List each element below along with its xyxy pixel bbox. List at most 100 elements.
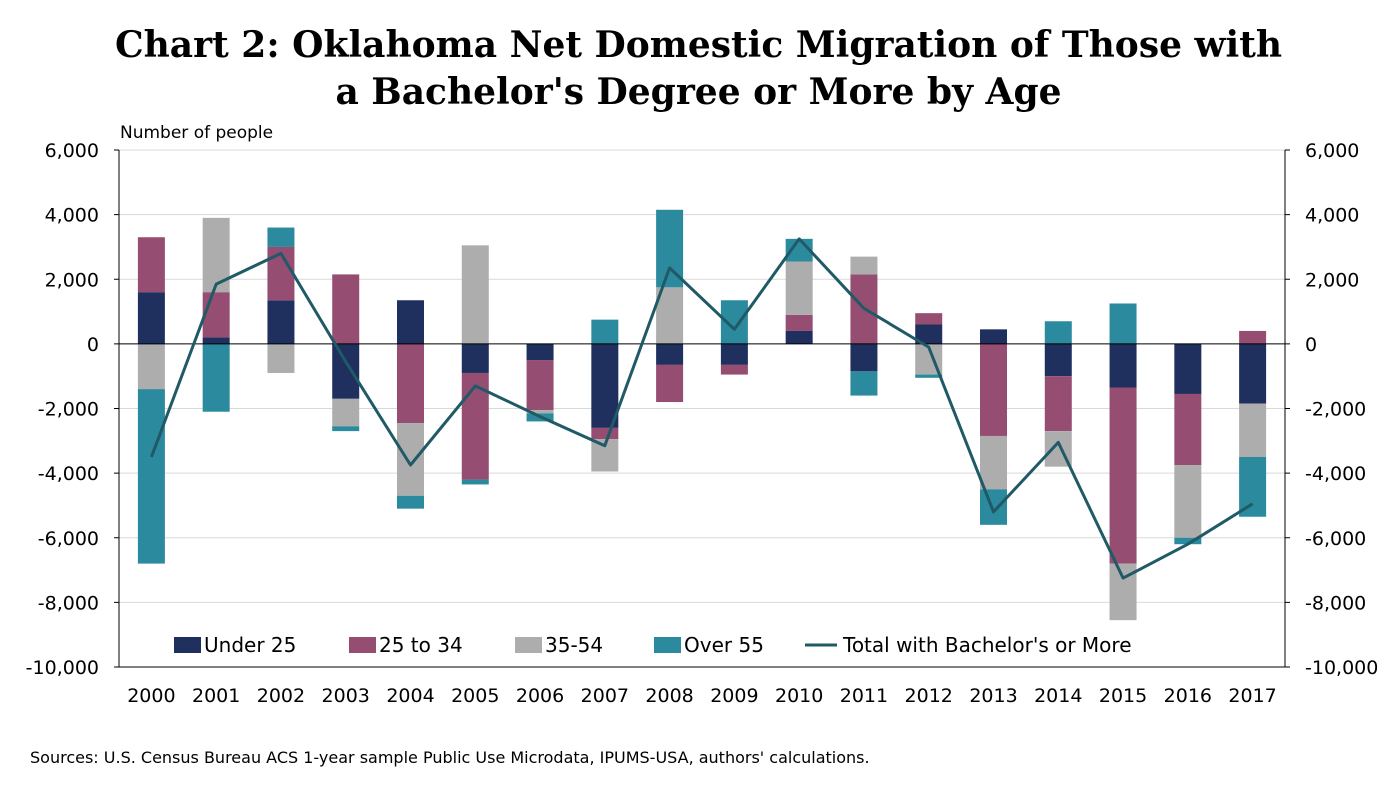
bar-age25to34-2017 xyxy=(1239,330,1267,344)
y-tick-label-left: 0 xyxy=(87,334,99,356)
x-tick-label: 2011 xyxy=(840,685,888,707)
y-tick-label-right: -2,000 xyxy=(1305,399,1366,421)
bar-under25-2007 xyxy=(591,343,619,428)
bar-under25-2016 xyxy=(1174,343,1202,394)
bar-age35to54-2006 xyxy=(526,410,554,414)
legend-swatch-age25to34 xyxy=(349,637,376,653)
legend: Under 25 25 to 34 35-54 Over 55 Total with B… xyxy=(174,633,1132,657)
y-tick-label-right: -4,000 xyxy=(1305,463,1366,485)
legend-swatch-over55 xyxy=(654,637,681,653)
bar-age35to54-2004 xyxy=(397,423,424,496)
legend-label-total: Total with Bachelor's or More xyxy=(842,633,1132,657)
x-tick-label: 2009 xyxy=(710,685,758,707)
x-tick-label: 2007 xyxy=(581,685,629,707)
legend-swatch-under25 xyxy=(174,637,201,653)
bar-under25-2005 xyxy=(461,343,489,373)
bar-over55-2014 xyxy=(1044,321,1072,344)
bar-under25-2015 xyxy=(1109,343,1137,388)
x-tick-label: 2015 xyxy=(1099,685,1147,707)
bar-over55-2005 xyxy=(461,479,489,485)
bar-age25to34-2014 xyxy=(1044,376,1072,432)
source-note: Sources: U.S. Census Bureau ACS 1-year s… xyxy=(30,748,870,767)
bar-age25to34-2012 xyxy=(915,313,943,325)
gridlines xyxy=(119,149,1285,603)
bar-over55-2007 xyxy=(591,319,619,344)
legend-label-age35to54: 35-54 xyxy=(545,633,603,657)
bar-under25-2004 xyxy=(397,300,424,344)
x-tick-label: 2013 xyxy=(969,685,1017,707)
bar-over55-2015 xyxy=(1109,303,1137,344)
bar-over55-2012 xyxy=(915,374,943,378)
bar-over55-2017 xyxy=(1239,456,1267,517)
bar-age25to34-2009 xyxy=(720,364,748,375)
x-tick-label: 2000 xyxy=(127,685,175,707)
total-line xyxy=(149,237,1254,580)
chart-title: Chart 2: Oklahoma Net Domestic Migration… xyxy=(0,22,1397,116)
bar-under25-2014 xyxy=(1044,343,1072,377)
x-tick-label: 2012 xyxy=(905,685,953,707)
legend-swatch-age35to54 xyxy=(515,637,542,653)
legend-label-over55: Over 55 xyxy=(684,633,764,657)
bar-under25-2006 xyxy=(526,343,554,361)
x-tick-label: 2016 xyxy=(1164,685,1212,707)
bar-age25to34-2001 xyxy=(202,292,230,338)
bar-age25to34-2000 xyxy=(137,237,165,293)
y-axis-label: Number of people xyxy=(120,123,273,143)
chart-title-line-1: Chart 2: Oklahoma Net Domestic Migration… xyxy=(114,24,1282,66)
y-tick-label-right: -8,000 xyxy=(1305,592,1366,614)
bar-over55-2001 xyxy=(202,343,230,412)
bar-under25-2008 xyxy=(656,343,684,365)
bar-over55-2003 xyxy=(332,426,360,432)
y-tick-label-left: -8,000 xyxy=(38,592,99,614)
x-tick-label: 2003 xyxy=(322,685,370,707)
x-tick-label: 2008 xyxy=(645,685,693,707)
bar-age35to54-2003 xyxy=(332,398,360,427)
y-tick-label-right: -6,000 xyxy=(1305,528,1366,550)
bar-over55-2000 xyxy=(137,389,165,564)
y-tick-label-right: -10,000 xyxy=(1305,657,1378,679)
y-tick-label-right: 4,000 xyxy=(1305,205,1359,227)
y-tick-label-left: 6,000 xyxy=(45,140,99,162)
bar-under25-2000 xyxy=(137,292,165,344)
bar-age35to54-2011 xyxy=(850,256,878,275)
bar-under25-2001 xyxy=(202,337,230,344)
bar-over55-2016 xyxy=(1174,537,1202,545)
bar-age25to34-2003 xyxy=(332,274,360,344)
bar-age35to54-2005 xyxy=(461,245,489,344)
bar-age25to34-2008 xyxy=(656,364,684,403)
bar-under25-2011 xyxy=(850,343,878,372)
bar-age25to34-2013 xyxy=(980,343,1007,436)
chart-title-line-2: a Bachelor's Degree or More by Age xyxy=(335,71,1062,113)
y-tick-label-left: -2,000 xyxy=(38,399,99,421)
bar-over55-2004 xyxy=(397,495,424,509)
y-tick-label-right: 0 xyxy=(1305,334,1317,356)
bar-over55-2013 xyxy=(980,489,1007,525)
bar-under25-2009 xyxy=(720,343,748,365)
bar-age25to34-2015 xyxy=(1109,387,1137,564)
bar-age25to34-2016 xyxy=(1174,393,1202,466)
y-tick-label-left: -6,000 xyxy=(38,528,99,550)
bar-under25-2017 xyxy=(1239,343,1267,404)
total-line-layer xyxy=(149,237,1254,580)
bar-over55-2002 xyxy=(267,227,295,247)
x-tick-label: 2004 xyxy=(386,685,434,707)
legend-label-age25to34: 25 to 34 xyxy=(379,633,463,657)
x-tick-label: 2006 xyxy=(516,685,564,707)
x-tick-label: 2002 xyxy=(257,685,305,707)
x-tick-label: 2010 xyxy=(775,685,823,707)
legend-label-under25: Under 25 xyxy=(204,633,296,657)
y-tick-label-left: -4,000 xyxy=(38,463,99,485)
y-tick-label-left: 4,000 xyxy=(45,205,99,227)
x-tick-label: 2001 xyxy=(192,685,240,707)
bar-under25-2010 xyxy=(785,330,813,344)
bars xyxy=(137,209,1267,621)
bar-age35to54-2017 xyxy=(1239,403,1267,457)
x-tick-label: 2014 xyxy=(1034,685,1082,707)
bar-age35to54-2013 xyxy=(980,435,1007,490)
bar-under25-2012 xyxy=(915,324,943,344)
y-tick-label-left: 2,000 xyxy=(45,269,99,291)
bar-age25to34-2004 xyxy=(397,343,424,424)
bar-age25to34-2007 xyxy=(591,427,619,440)
axes: 6,000 6,000 4,000 4,000 2,000 2,000 0 0 -2,000 -2… xyxy=(26,140,1379,707)
